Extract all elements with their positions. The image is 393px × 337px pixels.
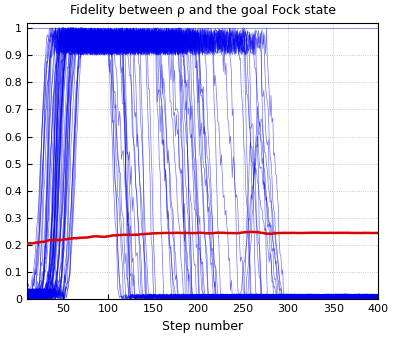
X-axis label: Step number: Step number [162, 320, 243, 333]
Title: Fidelity between ρ and the goal Fock state: Fidelity between ρ and the goal Fock sta… [70, 4, 336, 17]
